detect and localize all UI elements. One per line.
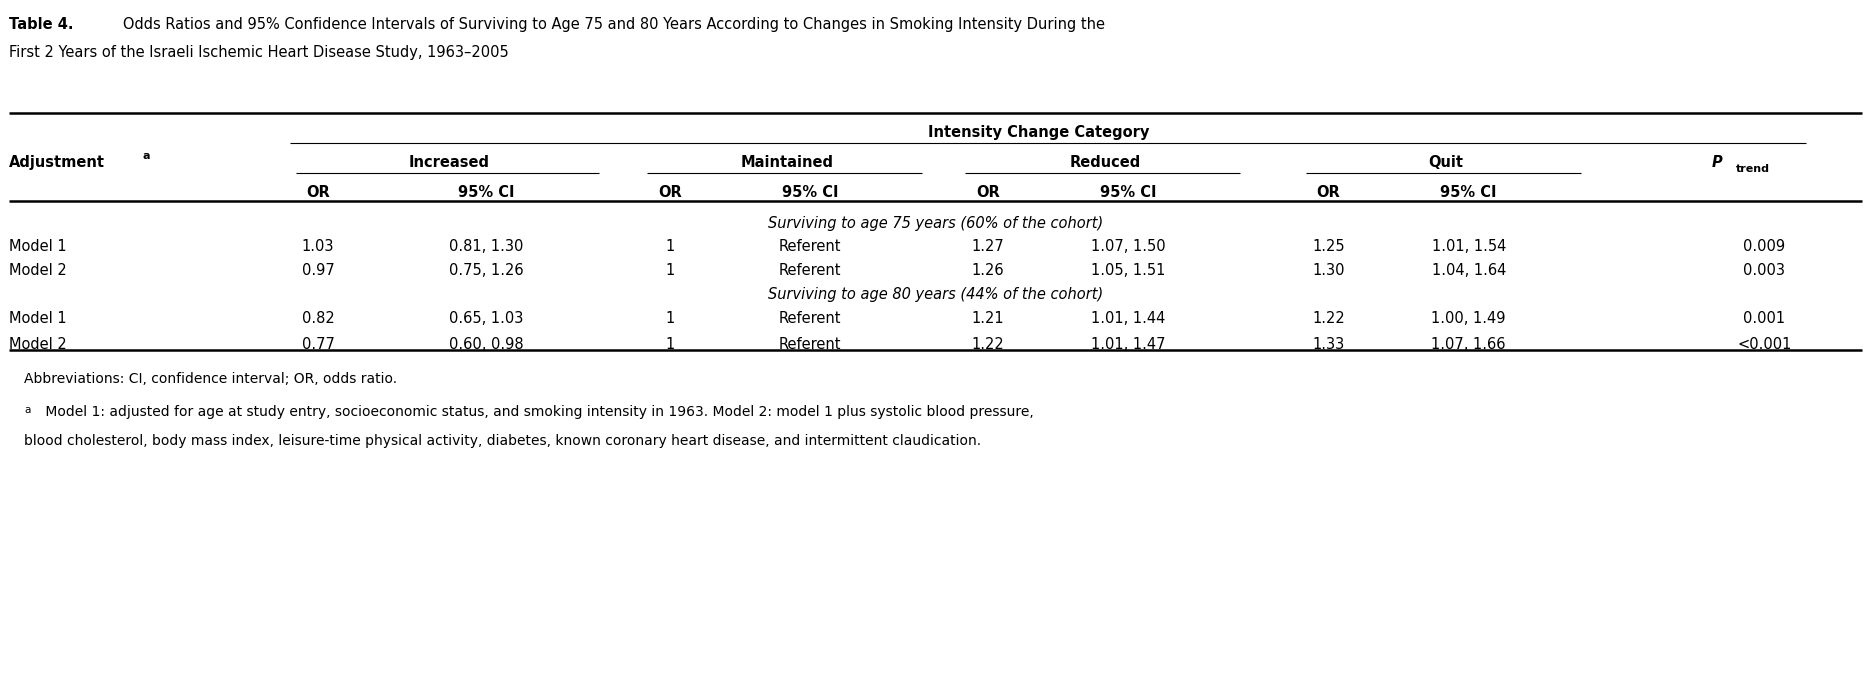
Text: 1: 1 bbox=[666, 239, 674, 254]
Text: 1: 1 bbox=[666, 337, 674, 352]
Text: Adjustment: Adjustment bbox=[9, 155, 105, 170]
Text: Increased: Increased bbox=[408, 155, 490, 170]
Text: Referent: Referent bbox=[778, 239, 842, 254]
Text: Referent: Referent bbox=[778, 263, 842, 278]
Text: 1.27: 1.27 bbox=[971, 239, 1005, 254]
Text: 95% CI: 95% CI bbox=[782, 185, 838, 201]
Text: 1.00, 1.49: 1.00, 1.49 bbox=[1431, 311, 1506, 326]
Text: 1.01, 1.47: 1.01, 1.47 bbox=[1091, 337, 1166, 352]
Text: Model 2: Model 2 bbox=[9, 263, 67, 278]
Text: Surviving to age 75 years (60% of the cohort): Surviving to age 75 years (60% of the co… bbox=[767, 216, 1104, 232]
Text: P: P bbox=[1712, 155, 1723, 170]
Text: 1.04, 1.64: 1.04, 1.64 bbox=[1431, 263, 1506, 278]
Text: First 2 Years of the Israeli Ischemic Heart Disease Study, 1963–2005: First 2 Years of the Israeli Ischemic He… bbox=[9, 45, 509, 60]
Text: 1.22: 1.22 bbox=[971, 337, 1005, 352]
Text: 1.01, 1.54: 1.01, 1.54 bbox=[1431, 239, 1506, 254]
Text: a: a bbox=[142, 151, 150, 161]
Text: 1.33: 1.33 bbox=[1312, 337, 1345, 352]
Text: Quit: Quit bbox=[1428, 155, 1463, 170]
Text: 0.003: 0.003 bbox=[1744, 263, 1785, 278]
Text: OR: OR bbox=[659, 185, 681, 201]
Text: 0.81, 1.30: 0.81, 1.30 bbox=[449, 239, 524, 254]
Text: 1.25: 1.25 bbox=[1312, 239, 1345, 254]
Text: Model 2: Model 2 bbox=[9, 337, 67, 352]
Text: 0.75, 1.26: 0.75, 1.26 bbox=[449, 263, 524, 278]
Text: OR: OR bbox=[307, 185, 329, 201]
Text: OR: OR bbox=[1317, 185, 1340, 201]
Text: Model 1: Model 1 bbox=[9, 311, 67, 326]
Text: Maintained: Maintained bbox=[741, 155, 833, 170]
Text: 1.07, 1.50: 1.07, 1.50 bbox=[1091, 239, 1166, 254]
Text: 0.65, 1.03: 0.65, 1.03 bbox=[449, 311, 524, 326]
Text: 1: 1 bbox=[666, 263, 674, 278]
Text: Referent: Referent bbox=[778, 337, 842, 352]
Text: 1.22: 1.22 bbox=[1312, 311, 1345, 326]
Text: trend: trend bbox=[1736, 164, 1770, 174]
Text: 0.009: 0.009 bbox=[1744, 239, 1785, 254]
Text: Model 1: adjusted for age at study entry, socioeconomic status, and smoking inte: Model 1: adjusted for age at study entry… bbox=[41, 405, 1035, 419]
Text: Model 1: Model 1 bbox=[9, 239, 67, 254]
Text: 1.26: 1.26 bbox=[971, 263, 1005, 278]
Text: 1.03: 1.03 bbox=[301, 239, 335, 254]
Text: Intensity Change Category: Intensity Change Category bbox=[928, 125, 1149, 140]
Text: 95% CI: 95% CI bbox=[458, 185, 515, 201]
Text: Abbreviations: CI, confidence interval; OR, odds ratio.: Abbreviations: CI, confidence interval; … bbox=[24, 372, 397, 386]
Text: 1.30: 1.30 bbox=[1312, 263, 1345, 278]
Text: 0.97: 0.97 bbox=[301, 263, 335, 278]
Text: 1.21: 1.21 bbox=[971, 311, 1005, 326]
Text: 1.07, 1.66: 1.07, 1.66 bbox=[1431, 337, 1506, 352]
Text: OR: OR bbox=[977, 185, 999, 201]
Text: Referent: Referent bbox=[778, 311, 842, 326]
Text: 95% CI: 95% CI bbox=[1100, 185, 1156, 201]
Text: 0.77: 0.77 bbox=[301, 337, 335, 352]
Text: a: a bbox=[24, 405, 30, 416]
Text: 1.01, 1.44: 1.01, 1.44 bbox=[1091, 311, 1166, 326]
Text: Surviving to age 80 years (44% of the cohort): Surviving to age 80 years (44% of the co… bbox=[767, 287, 1104, 302]
Text: <0.001: <0.001 bbox=[1736, 337, 1792, 352]
Text: 0.001: 0.001 bbox=[1744, 311, 1785, 326]
Text: Odds Ratios and 95% Confidence Intervals of Surviving to Age 75 and 80 Years Acc: Odds Ratios and 95% Confidence Intervals… bbox=[109, 17, 1104, 32]
Text: 1.05, 1.51: 1.05, 1.51 bbox=[1091, 263, 1166, 278]
Text: blood cholesterol, body mass index, leisure-time physical activity, diabetes, kn: blood cholesterol, body mass index, leis… bbox=[24, 434, 982, 448]
Text: 95% CI: 95% CI bbox=[1441, 185, 1497, 201]
Text: Table 4.: Table 4. bbox=[9, 17, 73, 32]
Text: 0.82: 0.82 bbox=[301, 311, 335, 326]
Text: Reduced: Reduced bbox=[1068, 155, 1141, 170]
Text: 0.60, 0.98: 0.60, 0.98 bbox=[449, 337, 524, 352]
Text: 1: 1 bbox=[666, 311, 674, 326]
